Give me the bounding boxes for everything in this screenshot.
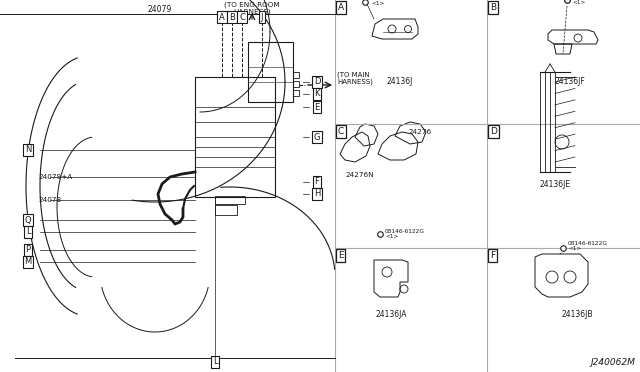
- Text: A: A: [219, 13, 225, 22]
- Text: 24136J: 24136J: [387, 77, 413, 86]
- Text: M: M: [24, 257, 31, 266]
- Text: 08146-6122G
<1>: 08146-6122G <1>: [371, 0, 411, 6]
- Text: E: E: [338, 251, 344, 260]
- Text: L: L: [212, 357, 218, 366]
- Text: 24136JF: 24136JF: [555, 77, 586, 86]
- Text: F: F: [315, 177, 319, 186]
- Text: 24079: 24079: [148, 4, 172, 13]
- Text: 24078: 24078: [38, 197, 61, 203]
- Text: 24276: 24276: [408, 129, 431, 135]
- Text: 08146-6122G
<1>: 08146-6122G <1>: [385, 229, 425, 240]
- Text: B: B: [490, 3, 496, 12]
- Bar: [293, 81, 299, 87]
- Text: 24136JE: 24136JE: [540, 180, 571, 189]
- Text: A: A: [338, 3, 344, 12]
- Text: G: G: [314, 132, 320, 141]
- Text: H: H: [314, 189, 320, 199]
- Text: C: C: [338, 127, 344, 136]
- Bar: [293, 72, 299, 78]
- Text: D: D: [490, 127, 497, 136]
- Text: (TO ENG ROOM
HARNESS): (TO ENG ROOM HARNESS): [224, 1, 280, 15]
- Text: K: K: [314, 90, 320, 99]
- Bar: [293, 90, 299, 96]
- Text: N: N: [25, 145, 31, 154]
- Bar: [248, 42, 293, 102]
- Text: J240062M: J240062M: [590, 358, 635, 367]
- Text: C: C: [239, 13, 245, 22]
- Text: 24276N: 24276N: [345, 172, 374, 178]
- Text: P: P: [26, 246, 31, 254]
- Text: 08146-6122G
<1>: 08146-6122G <1>: [572, 0, 612, 6]
- Text: Q: Q: [25, 215, 31, 224]
- Text: J: J: [260, 13, 263, 22]
- Text: (TO MAIN
HARNESS): (TO MAIN HARNESS): [337, 71, 373, 85]
- Text: 08146-6122G
<1>: 08146-6122G <1>: [568, 241, 608, 251]
- Text: 24136JB: 24136JB: [562, 310, 593, 319]
- Text: 24079+A: 24079+A: [38, 174, 72, 180]
- Bar: [215, 205, 237, 215]
- Text: D: D: [314, 77, 320, 87]
- Bar: [195, 77, 275, 197]
- Bar: [215, 196, 245, 204]
- Text: E: E: [314, 103, 319, 112]
- Text: 24136JA: 24136JA: [375, 310, 407, 319]
- Text: B: B: [229, 13, 235, 22]
- Text: F: F: [490, 251, 495, 260]
- Text: L: L: [26, 228, 30, 237]
